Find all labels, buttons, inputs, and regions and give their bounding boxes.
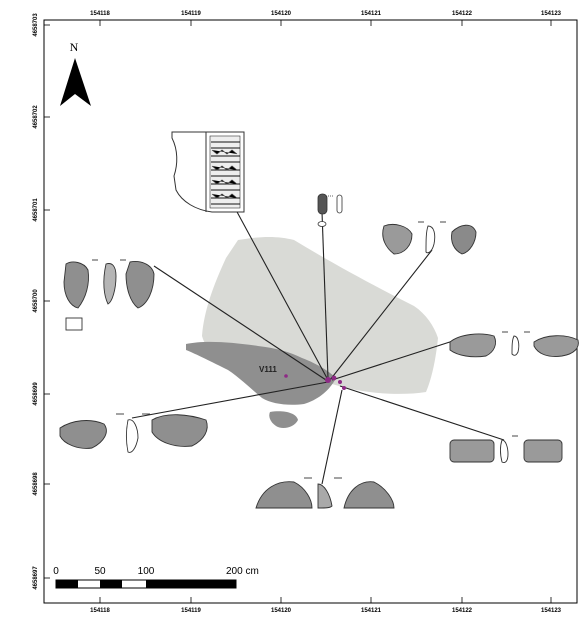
left-tick-label: 4658698 bbox=[33, 472, 39, 496]
left-tick-label: 4658701 bbox=[33, 198, 39, 222]
scale-label: 0 bbox=[53, 566, 59, 577]
scale-label: 100 bbox=[138, 566, 155, 577]
pottery-sherd bbox=[171, 131, 245, 213]
left-axis bbox=[44, 24, 50, 579]
north-arrow-icon bbox=[60, 58, 91, 106]
lithic-group-4 bbox=[449, 331, 579, 358]
left-tick-label: 4658702 bbox=[33, 105, 39, 129]
scale-label: 200 cm bbox=[226, 566, 259, 577]
top-tick-label: 154123 bbox=[541, 11, 562, 17]
lithic-group-3 bbox=[63, 259, 155, 331]
lithic-group-2 bbox=[382, 221, 477, 255]
bottom-tick-label: 154123 bbox=[541, 608, 562, 614]
find-markers bbox=[284, 374, 346, 390]
north-label: N bbox=[70, 40, 79, 54]
top-tick-label: 154118 bbox=[90, 11, 110, 17]
connector-lines bbox=[131, 209, 505, 485]
left-tick-label: 4658703 bbox=[33, 13, 39, 37]
left-tick-label: 4658697 bbox=[33, 566, 39, 590]
left-tick-label: 4658699 bbox=[33, 382, 39, 406]
lithic-group-7 bbox=[255, 477, 395, 509]
bottom-axis bbox=[99, 597, 552, 603]
scale-label: 50 bbox=[94, 566, 106, 577]
dark-excavation-area-small bbox=[269, 411, 298, 428]
bottom-tick-label: 154119 bbox=[181, 608, 201, 614]
top-tick-label: 154121 bbox=[361, 11, 382, 17]
north-arrow: N bbox=[60, 40, 91, 106]
bottom-tick-label: 154120 bbox=[271, 608, 292, 614]
site-label: V111 bbox=[259, 365, 277, 374]
v111-marker bbox=[284, 374, 288, 378]
map-frame bbox=[43, 19, 578, 604]
bottom-tick-label: 154122 bbox=[452, 608, 473, 614]
lithic-group-6 bbox=[449, 435, 563, 463]
top-tick-label: 154120 bbox=[271, 11, 292, 17]
left-tick-label: 4658700 bbox=[33, 289, 39, 313]
scale-bar: 0 50 100 200 cm bbox=[53, 566, 259, 589]
dark-excavation-area bbox=[186, 341, 336, 405]
lithic-group-1 bbox=[317, 193, 343, 227]
top-axis bbox=[99, 20, 552, 26]
bottom-tick-label: 154118 bbox=[90, 608, 110, 614]
top-tick-label: 154122 bbox=[452, 11, 473, 17]
lithic-group-5 bbox=[59, 413, 208, 453]
bottom-tick-label: 154121 bbox=[361, 608, 382, 614]
top-tick-label: 154119 bbox=[181, 11, 201, 17]
